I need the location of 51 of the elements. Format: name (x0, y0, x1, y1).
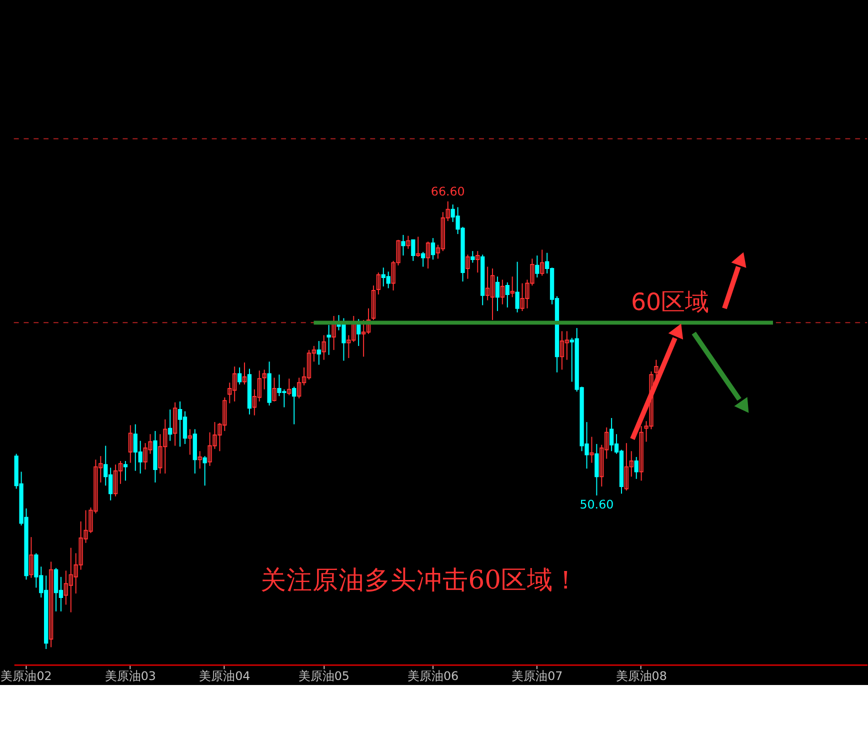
candlestick (292, 386, 296, 425)
candlestick (237, 366, 242, 385)
candlestick (420, 251, 426, 268)
candlestick (505, 282, 510, 308)
x-tick-label: 美原油02 (0, 669, 52, 683)
ref-line-label: 60区域 (630, 288, 710, 316)
candlestick (535, 255, 540, 278)
candlestick (466, 254, 470, 280)
candlestick (322, 334, 326, 360)
candlestick (416, 236, 420, 258)
candlestick (411, 239, 416, 262)
candlestick (128, 424, 132, 464)
candlestick (406, 235, 410, 250)
candlestick (500, 279, 505, 305)
candlestick (401, 234, 406, 256)
annotation: 66.60 (430, 184, 465, 198)
candlestick (376, 272, 381, 295)
candlestick (272, 377, 276, 402)
candlestick (371, 285, 376, 320)
candlestick (590, 436, 594, 464)
candlestick (495, 276, 500, 312)
candlestick (540, 249, 544, 276)
candlestick (316, 340, 321, 366)
candlestick (48, 561, 54, 648)
candlestick (188, 428, 192, 456)
x-tick-label: 美原油07 (512, 669, 563, 683)
candlestick (510, 276, 514, 298)
candlestick (29, 536, 34, 578)
candlestick (287, 378, 292, 396)
candlestick (168, 409, 172, 442)
x-tick-label: 美原油03 (104, 669, 156, 683)
candlestick (198, 450, 202, 470)
x-tick-label: 美原油05 (298, 669, 350, 683)
x-tick-label: 美原油08 (616, 669, 667, 683)
candlestick (515, 261, 520, 313)
candlestick (430, 238, 436, 260)
candlestick (634, 456, 638, 480)
candlestick (426, 241, 430, 270)
candlestick (326, 324, 331, 356)
candlestick (242, 362, 247, 385)
candlestick (476, 250, 480, 274)
x-tick-label: 美原油04 (199, 669, 250, 683)
candlestick (262, 369, 266, 390)
candlestick (594, 443, 599, 496)
candlestick (172, 402, 178, 446)
annotation: 关注原油多头冲击60区域！ (260, 565, 580, 596)
annotation: 50.60 (580, 497, 614, 512)
candlestick (123, 460, 128, 482)
candlestick (470, 250, 475, 264)
candlestick (202, 456, 207, 486)
x-tick-label: 美原油06 (407, 669, 459, 683)
